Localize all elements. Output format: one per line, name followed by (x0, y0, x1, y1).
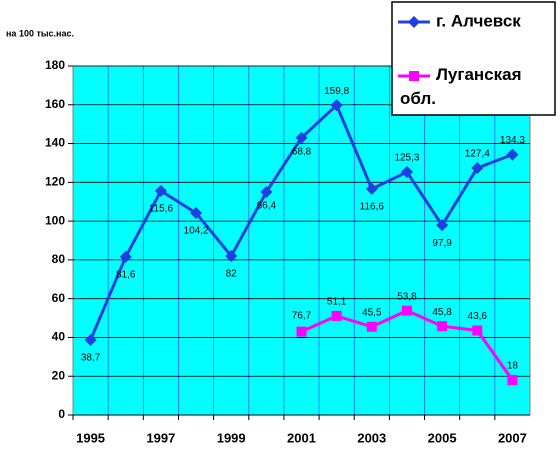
data-label: 97,9 (432, 238, 452, 249)
data-point (330, 99, 343, 112)
data-label: 45,5 (362, 307, 382, 318)
data-point (472, 325, 483, 336)
legend-label: Луганская обл. (400, 65, 522, 108)
x-tick-label: 2005 (428, 430, 457, 445)
y-tick-label: 140 (45, 136, 65, 150)
data-point (296, 326, 307, 337)
data-label: 18 (507, 361, 519, 372)
data-label: 127,4 (465, 149, 490, 160)
x-tick-label: 1999 (217, 430, 246, 445)
y-tick-label: 20 (52, 368, 66, 382)
data-label: 115,6 (149, 204, 174, 215)
x-tick-label: 1997 (146, 430, 175, 445)
x-tick-label: 2001 (287, 430, 316, 445)
data-label: 45,8 (432, 307, 452, 318)
data-point (154, 184, 167, 197)
y-tick-label: 0 (58, 407, 65, 421)
data-point (84, 333, 97, 346)
data-point (119, 250, 132, 263)
data-annotation: 76,7 (292, 310, 312, 321)
x-tick-label: 1995 (76, 430, 105, 445)
plot-area (72, 65, 531, 416)
y-tick-label: 100 (45, 213, 65, 227)
data-point (260, 186, 273, 199)
data-label: 43,6 (468, 311, 488, 322)
data-point (366, 321, 377, 332)
data-label: 82 (226, 269, 238, 280)
y-tick-label: 120 (45, 175, 65, 189)
data-label: 159,8 (324, 86, 349, 97)
x-tick-label: 2007 (498, 430, 527, 445)
data-label: 53,8 (397, 291, 417, 302)
legend-label: г. Алчевск (436, 11, 521, 30)
data-point (400, 166, 413, 179)
data-point (365, 182, 378, 195)
legend-marker (409, 71, 419, 81)
data-point (471, 161, 484, 174)
x-tick-label: 2003 (357, 430, 386, 445)
data-label: 134,3 (500, 135, 525, 146)
data-point (190, 206, 203, 219)
y-tick-label: 40 (52, 330, 66, 344)
data-annotation: 66,4 (257, 201, 277, 212)
y-tick-label: 80 (52, 252, 66, 266)
y-tick-label: 60 (52, 291, 66, 305)
data-label: 125,3 (394, 153, 419, 164)
y-tick-label: 180 (45, 58, 65, 72)
data-point (436, 219, 449, 232)
data-point (507, 375, 518, 386)
data-label: 38,7 (81, 353, 101, 364)
data-point (401, 305, 412, 316)
data-label: 81,6 (116, 269, 136, 280)
data-point (437, 321, 448, 332)
data-point (225, 250, 238, 263)
data-label: 51,1 (327, 297, 347, 308)
data-point (295, 131, 308, 144)
data-label: 104,2 (184, 226, 209, 237)
data-annotation: 68,8 (292, 146, 312, 157)
legend-marker (408, 16, 420, 28)
data-point (506, 148, 519, 161)
data-label: 116,6 (360, 202, 385, 213)
y-tick-label: 160 (45, 97, 65, 111)
y-axis-label: на 100 тыс.нас. (6, 28, 74, 38)
data-point (331, 310, 342, 321)
